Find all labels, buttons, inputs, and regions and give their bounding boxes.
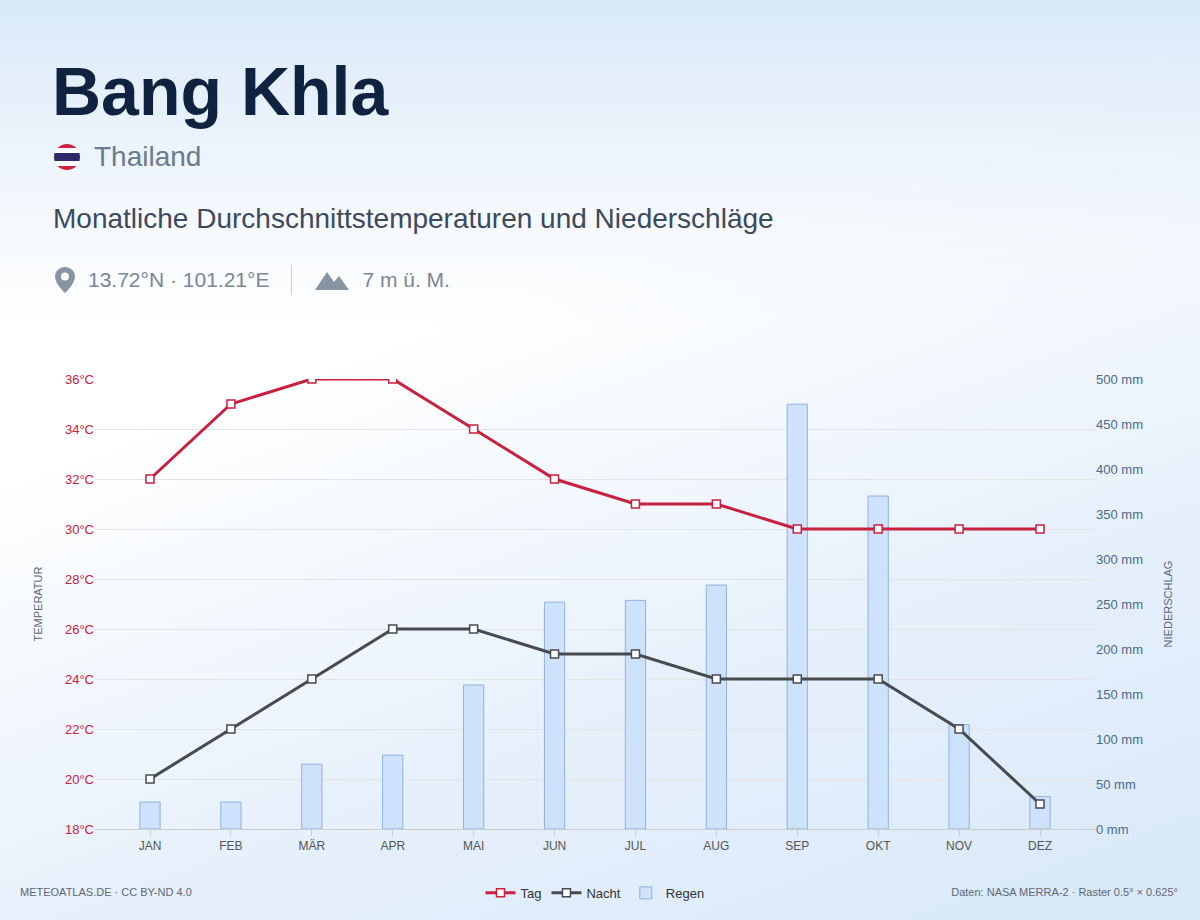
svg-text:100 mm: 100 mm bbox=[1096, 732, 1143, 747]
svg-text:20°C: 20°C bbox=[65, 772, 94, 787]
html-text:METEOATLAS.DE · CC BY-ND 4.0: METEOATLAS.DE · CC BY-ND 4.0 bbox=[20, 886, 192, 898]
html-text:13.72°N · 101.21°E: 13.72°N · 101.21°E bbox=[88, 268, 270, 291]
svg-text:26°C: 26°C bbox=[65, 622, 94, 637]
svg-text:22°C: 22°C bbox=[65, 722, 94, 737]
svg-text:18°C: 18°C bbox=[65, 822, 94, 837]
svg-text:500 mm: 500 mm bbox=[1096, 372, 1143, 387]
svg-text:JUL: JUL bbox=[625, 839, 647, 853]
svg-text:24°C: 24°C bbox=[65, 672, 94, 687]
svg-text:Regen: Regen bbox=[666, 886, 704, 901]
svg-text:250 mm: 250 mm bbox=[1096, 597, 1143, 612]
svg-text:400 mm: 400 mm bbox=[1096, 462, 1143, 477]
svg-text:AUG: AUG bbox=[703, 839, 729, 853]
svg-text:34°C: 34°C bbox=[65, 422, 94, 437]
svg-text:50 mm: 50 mm bbox=[1096, 777, 1136, 792]
svg-text:SEP: SEP bbox=[785, 839, 809, 853]
svg-text:OKT: OKT bbox=[866, 839, 891, 853]
svg-text:Nacht: Nacht bbox=[586, 886, 620, 901]
html-text:Thailand: Thailand bbox=[94, 141, 202, 172]
svg-text:150 mm: 150 mm bbox=[1096, 687, 1143, 702]
html-text:Monatliche Durchschnittstemper: Monatliche Durchschnittstemperaturen und… bbox=[53, 203, 774, 234]
svg-text:MAI: MAI bbox=[463, 839, 484, 853]
svg-text:DEZ: DEZ bbox=[1028, 839, 1052, 853]
svg-text:JUN: JUN bbox=[543, 839, 566, 853]
svg-text:450 mm: 450 mm bbox=[1096, 417, 1143, 432]
svg-text:NIEDERSCHLAG: NIEDERSCHLAG bbox=[1162, 561, 1174, 648]
html-text:Daten: NASA MERRA-2 · Raster 0: Daten: NASA MERRA-2 · Raster 0.5° × 0.62… bbox=[951, 886, 1178, 898]
svg-text:APR: APR bbox=[380, 839, 405, 853]
svg-text:0 mm: 0 mm bbox=[1096, 822, 1129, 837]
svg-text:36°C: 36°C bbox=[65, 372, 94, 387]
svg-text:TEMPERATUR: TEMPERATUR bbox=[32, 566, 44, 641]
svg-text:JAN: JAN bbox=[139, 839, 162, 853]
html-text:7 m ü. M.: 7 m ü. M. bbox=[362, 268, 450, 291]
html-text:Bang Khla: Bang Khla bbox=[52, 53, 389, 129]
svg-text:FEB: FEB bbox=[219, 839, 242, 853]
svg-text:Tag: Tag bbox=[521, 886, 542, 901]
svg-text:200 mm: 200 mm bbox=[1096, 642, 1143, 657]
svg-text:30°C: 30°C bbox=[65, 522, 94, 537]
svg-text:300 mm: 300 mm bbox=[1096, 552, 1143, 567]
svg-text:MÄR: MÄR bbox=[298, 839, 325, 853]
svg-text:32°C: 32°C bbox=[65, 472, 94, 487]
svg-text:350 mm: 350 mm bbox=[1096, 507, 1143, 522]
svg-text:28°C: 28°C bbox=[65, 572, 94, 587]
svg-text:NOV: NOV bbox=[946, 839, 972, 853]
